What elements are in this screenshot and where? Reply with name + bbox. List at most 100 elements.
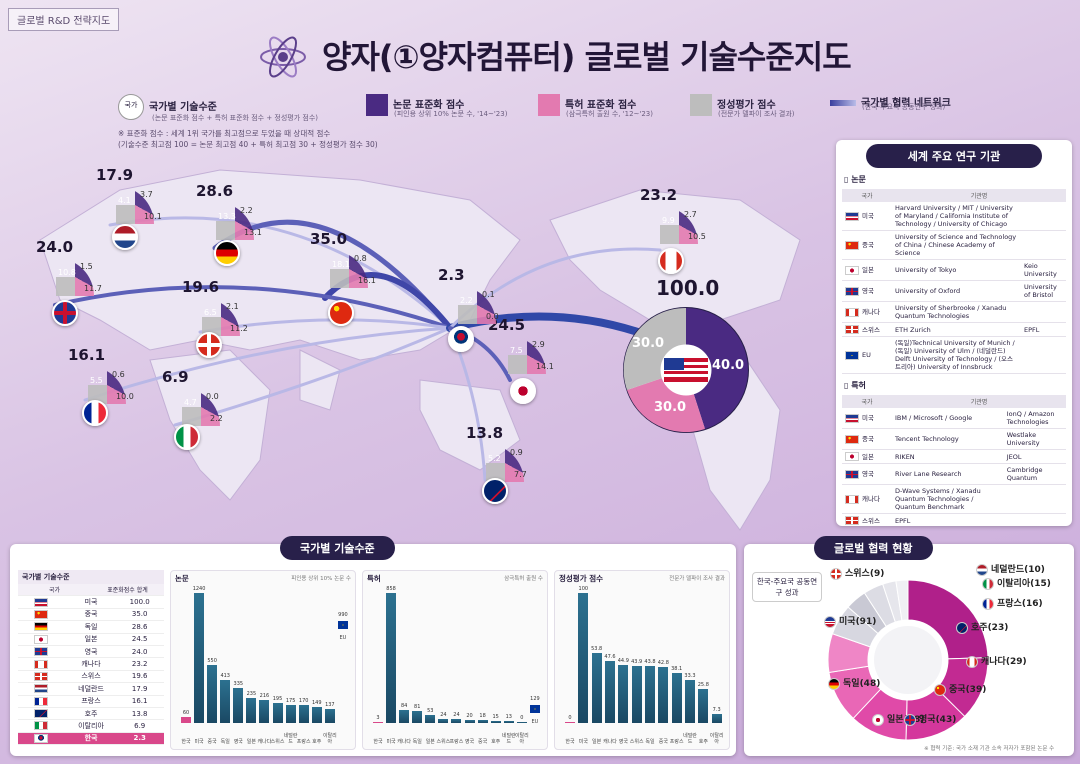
map-score-11: 2.3 <box>438 266 465 284</box>
flag-icon <box>33 609 48 619</box>
legend-sub: (전문가 델파이 조사 결과) <box>718 110 795 118</box>
x-tick: 캐나다 <box>257 739 272 745</box>
bar <box>631 665 642 723</box>
x-tick: 일본 <box>425 739 435 745</box>
flag-icon <box>33 622 48 632</box>
inst-country: 일본 <box>862 266 874 274</box>
bar-value: 18 <box>479 713 486 720</box>
collab-item: 중국(39) <box>934 682 986 696</box>
inst-b: University of Bristol <box>1021 280 1066 302</box>
collab-name: 프랑스 <box>997 599 1022 609</box>
usa-paper: 40.0 <box>712 358 745 373</box>
qual-swatch <box>690 94 712 116</box>
inst-b <box>1003 484 1066 514</box>
collab-name: 호주 <box>971 623 988 633</box>
map-qual-11: 0.0 <box>486 312 499 321</box>
bar-value: 24 <box>453 712 460 719</box>
flag-icon <box>658 248 684 274</box>
eu-label: EU <box>531 719 539 726</box>
inst-a: University of Science and Technology of … <box>892 230 1022 260</box>
map-patent-2: 2.2 <box>240 206 253 215</box>
map-score-10: 6.9 <box>162 368 189 386</box>
flag-icon <box>872 713 884 726</box>
bar-value: 3 <box>376 715 380 721</box>
collab-center-label: 한국-주요국 공동연구 성과 <box>752 572 822 602</box>
bar <box>438 719 449 723</box>
collab-value: (9) <box>869 569 885 579</box>
x-tick: 프랑스 <box>296 739 311 745</box>
row-value: 35.0 <box>131 610 148 619</box>
legend-patent: 특허 표준화 점수 (삼극특허 출원 수, '12~'23) <box>538 94 653 119</box>
flag-icon <box>845 434 859 444</box>
bar <box>373 722 383 723</box>
map-patent-1: 0.8 <box>354 254 367 263</box>
map-score-7: 17.9 <box>96 166 134 184</box>
inst-a: Tencent Technology <box>892 428 1004 450</box>
row-value: 13.8 <box>131 709 148 718</box>
institutes-patent-table: 국가 기관명 미국 IBM / Microsoft / Google IonQ / A… <box>842 395 1066 526</box>
map-qual-6: 11.2 <box>230 324 248 333</box>
row-country: 영국 <box>84 647 98 656</box>
x-tick: 캐나다 <box>397 739 412 745</box>
institute-row: 영국 River Lane Research Cambridge Quantum <box>842 463 1066 485</box>
flag-icon <box>33 696 48 706</box>
map-patent-5: 2.7 <box>684 210 697 219</box>
chart-qualitative: 정성평가 점수 전문가 델파이 조사 결과 0 한국 100 미국 53.8 일본 47.6 캐나… <box>554 570 730 750</box>
inst-country: 미국 <box>862 414 874 422</box>
institutes-panel: 세계 주요 연구 기관 ▯ 논문 국가 기관명 미국 Harvard Univers… <box>836 140 1072 526</box>
institute-row: 영국 University of Oxford University of Bris… <box>842 280 1066 302</box>
bar <box>425 714 436 723</box>
legend-label: 국가별 기술수준 <box>149 102 217 113</box>
map-paper-2: 13.3 <box>218 212 236 221</box>
flag-icon <box>845 240 859 250</box>
inst-a: River Lane Research <box>892 463 1004 485</box>
row-value: 2.3 <box>133 734 146 743</box>
map-qual-4: 14.1 <box>536 362 554 371</box>
x-tick: 캐나다 <box>603 739 617 745</box>
row-country: 이탈리아 <box>78 721 104 730</box>
col-country: 국가 <box>842 189 892 202</box>
bar <box>233 687 244 723</box>
inst-a: University of Sherbrooke / Xanadu Quantu… <box>892 301 1022 323</box>
inst-b <box>1021 336 1066 374</box>
bar-value: 60 <box>182 709 190 716</box>
map-qual-1: 16.1 <box>358 276 376 285</box>
legend-sub: (삼극특허 출원 수, '12~'23) <box>566 110 653 118</box>
row-value: 23.2 <box>131 660 148 669</box>
flag-icon <box>828 677 840 690</box>
institute-row: 중국 University of Science and Technology o… <box>842 230 1066 260</box>
x-tick: 네덜란드 <box>283 733 298 745</box>
map-qual-8: 10.0 <box>116 392 134 401</box>
map-paper-5: 9.9 <box>662 216 675 225</box>
collab-panel: 글로벌 협력 현황 한국-주요국 공동연구 성과 미국(91) 독일(48) 일본 (… <box>744 536 1074 756</box>
bar-value: 1240 <box>192 586 206 592</box>
collab-name: 중국 <box>949 685 966 695</box>
table-row: 스위스 19.6 <box>18 671 164 684</box>
flag-icon <box>934 683 946 696</box>
collab-name: 이탈리아 <box>997 579 1031 589</box>
map-patent-11: 0.1 <box>482 290 495 299</box>
bar <box>685 679 695 723</box>
flag-icon <box>52 300 78 326</box>
legend-sub: (피인용 상위 10% 논문 수, '14~'23) <box>394 110 508 118</box>
bar-value: 195 <box>272 695 283 702</box>
x-tick: 영국 <box>618 739 628 745</box>
bar-value: 335 <box>233 680 244 687</box>
map-score-3: 24.0 <box>36 238 74 256</box>
bar <box>298 705 309 723</box>
table-row: 캐나다 23.2 <box>18 658 164 671</box>
x-tick: 미국 <box>194 739 204 745</box>
bar-value: 0 <box>568 715 572 721</box>
legend-qualitative: 정성평가 점수 (전문가 델파이 조사 결과) <box>690 94 795 119</box>
flag-icon <box>448 326 474 352</box>
table-row: 영국 24.0 <box>18 646 164 659</box>
legend-label: 특허 표준화 점수 <box>565 100 637 111</box>
row-value: 28.6 <box>131 622 148 631</box>
map-qual-7: 10.1 <box>144 212 162 221</box>
map-qual-9: 7.7 <box>514 470 527 479</box>
bar-value: 0 <box>520 715 524 721</box>
handshake-icon <box>874 626 942 694</box>
map-score-8: 16.1 <box>68 346 106 364</box>
score-note: ※ 표준화 점수 : 세계 1위 국가를 최고점으로 두었을 때 상대적 점수 … <box>118 128 378 150</box>
row-country: 미국 <box>84 598 98 607</box>
